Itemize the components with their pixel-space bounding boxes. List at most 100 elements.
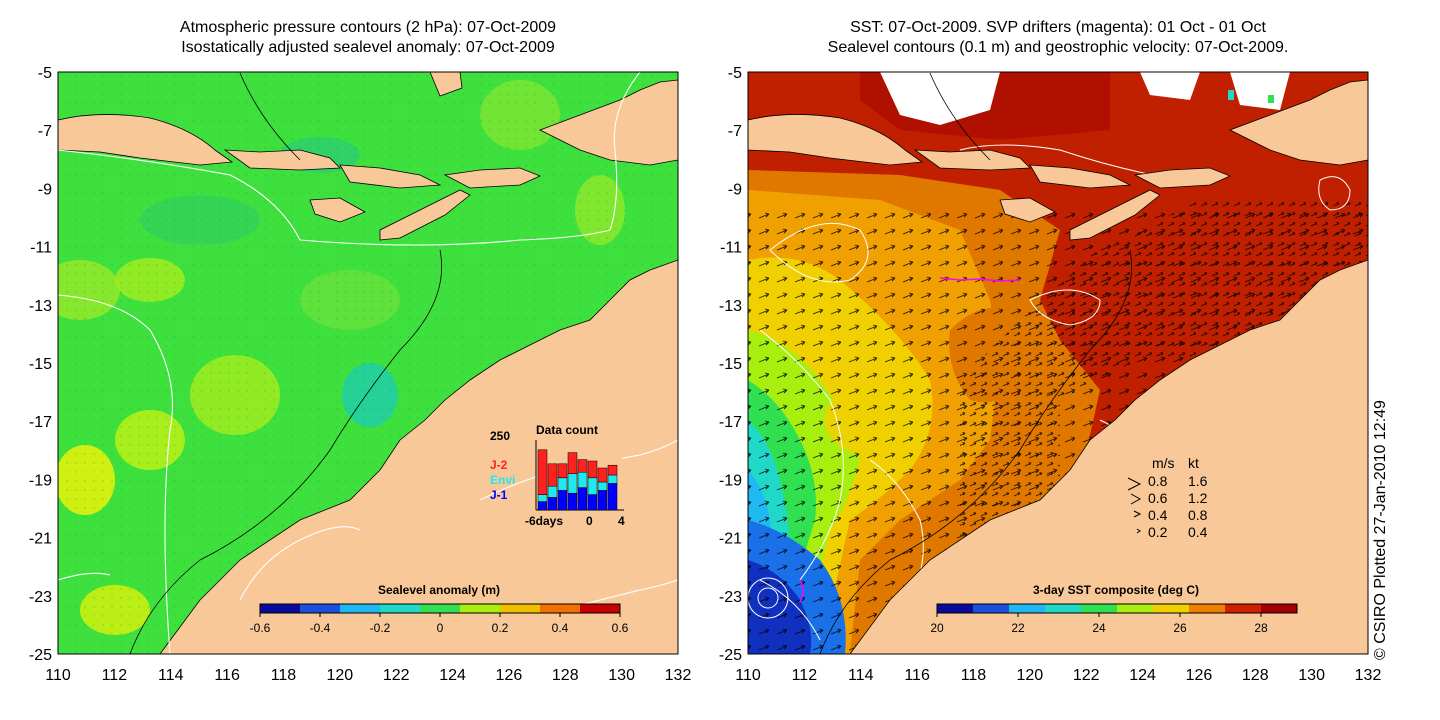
velocity-arrow-06 xyxy=(1130,493,1142,505)
inset-bar-j1 xyxy=(567,492,578,511)
right-map xyxy=(748,72,1368,654)
right-lon-label: 128 xyxy=(1242,667,1269,684)
left-lat-label: -21 xyxy=(29,531,52,548)
inset-x-tick-zero: 0 xyxy=(586,514,593,528)
right-lat-label: -9 xyxy=(728,181,742,198)
left-colorbar-cell xyxy=(380,604,421,613)
right-title-line-2: Sealevel contours (0.1 m) and geostrophi… xyxy=(827,39,1289,56)
left-map-frame xyxy=(57,71,679,655)
right-colorbar-cell xyxy=(1045,604,1082,613)
velocity-row-1-kt: 1.6 xyxy=(1188,473,1208,489)
right-colorbar-tick-label: 26 xyxy=(1173,621,1187,635)
right-colorbar-cell xyxy=(1117,604,1154,613)
left-lon-label: 118 xyxy=(271,667,297,684)
right-lon-label: 110 xyxy=(735,667,761,684)
inset-bar-j1 xyxy=(557,490,568,511)
left-lon-label: 128 xyxy=(552,667,579,684)
right-colorbar-cell xyxy=(1225,604,1262,613)
inset-bar-j1 xyxy=(577,487,588,511)
right-lon-label: 130 xyxy=(1298,667,1325,684)
left-colorbar-label: Sealevel anomaly (m) xyxy=(378,583,500,597)
data-count-inset: Data count 250 -6days 0 4 J-2 Envi J-1 xyxy=(490,423,625,528)
left-lon-label: 124 xyxy=(439,667,466,684)
left-lon-label: 116 xyxy=(214,667,240,684)
inset-bar-envi xyxy=(597,481,608,491)
right-colorbar-cell xyxy=(1153,604,1190,613)
velocity-row-4-ms: 0.2 xyxy=(1148,524,1168,540)
left-colorbar-cell xyxy=(340,604,381,613)
left-colorbar-cell xyxy=(580,604,621,613)
right-lat-label: -11 xyxy=(720,240,742,257)
legend-envi: Envi xyxy=(490,473,515,487)
velocity-row-2-ms: 0.6 xyxy=(1148,490,1168,506)
inset-bar-j1 xyxy=(597,490,608,511)
left-land xyxy=(58,72,678,654)
inset-bar-j2 xyxy=(537,449,548,495)
right-lat-label: -21 xyxy=(719,531,742,548)
legend-j1: J-1 xyxy=(490,488,508,502)
legend-j2: J-2 xyxy=(490,458,508,472)
geostrophic-velocity-arrows-dense xyxy=(960,200,1368,600)
inset-bar-j2 xyxy=(607,464,618,476)
left-lat-label: -19 xyxy=(29,472,52,489)
velocity-arrow-08 xyxy=(1127,477,1142,491)
inset-title: Data count xyxy=(536,423,598,437)
right-colorbar-tick-label: 24 xyxy=(1092,621,1106,635)
right-lon-label: 120 xyxy=(1016,667,1043,684)
inset-bar-j2 xyxy=(597,467,608,483)
right-lon-label: 116 xyxy=(904,667,930,684)
inset-bar-j2 xyxy=(567,452,578,474)
inset-x-tick-end: 4 xyxy=(618,514,625,528)
velocity-row-1-ms: 0.8 xyxy=(1148,473,1168,489)
velocity-row-2-kt: 1.2 xyxy=(1188,490,1208,506)
left-lon-label: 112 xyxy=(102,667,128,684)
left-colorbar-tick-label: 0.2 xyxy=(492,621,509,635)
right-lon-label: 112 xyxy=(792,667,818,684)
left-colorbar-tick-label: 0 xyxy=(437,621,444,635)
velocity-row-4-kt: 0.4 xyxy=(1188,524,1208,540)
velocity-legend-kt-header: kt xyxy=(1188,455,1199,471)
right-colorbar-tick-label: 28 xyxy=(1254,621,1268,635)
left-lat-label: -5 xyxy=(38,65,52,82)
svp-drifter-track xyxy=(939,277,1021,282)
right-lon-label: 122 xyxy=(1073,667,1100,684)
left-colorbar-cell xyxy=(540,604,581,613)
right-colorbar: 3-day SST composite (deg C) 20 22 24 26 28 xyxy=(930,583,1298,635)
left-lat-label: -15 xyxy=(29,356,52,373)
velocity-arrow-04 xyxy=(1133,510,1142,518)
left-colorbar: Sealevel anomaly (m) -0.6 -0.4 -0.2 0 0.2 0.4… xyxy=(250,583,629,635)
left-title-line-2: Isostatically adjusted sealevel anomaly:… xyxy=(181,39,555,56)
right-colorbar-cell xyxy=(1009,604,1046,613)
left-colorbar-tick-label: 0.4 xyxy=(552,621,569,635)
left-lat-label: -7 xyxy=(38,123,52,140)
left-colorbar-cell xyxy=(260,604,301,613)
left-lon-label: 114 xyxy=(158,667,184,684)
inset-bar-j1 xyxy=(547,497,558,511)
inset-bars xyxy=(537,449,618,511)
left-lon-label: 120 xyxy=(326,667,353,684)
inset-bar-envi xyxy=(567,473,578,494)
right-colorbar-label: 3-day SST composite (deg C) xyxy=(1033,583,1199,597)
inset-bar-j1 xyxy=(587,494,598,511)
left-colorbar-cell xyxy=(420,604,461,613)
right-lat-label: -13 xyxy=(719,298,742,315)
left-colorbar-cell xyxy=(300,604,341,613)
left-colorbar-cell xyxy=(460,604,501,613)
left-lon-label: 130 xyxy=(608,667,635,684)
inset-bar-envi xyxy=(547,485,558,498)
velocity-legend-ms-header: m/s xyxy=(1152,455,1175,471)
right-lat-label: -15 xyxy=(719,356,742,373)
inset-bar-j1 xyxy=(537,501,548,511)
left-lon-label: 122 xyxy=(383,667,410,684)
velocity-row-3-ms: 0.4 xyxy=(1148,507,1168,523)
left-title-line-1: Atmospheric pressure contours (2 hPa): 0… xyxy=(179,19,557,36)
left-colorbar-tick-label: -0.4 xyxy=(310,621,331,635)
right-colorbar-tick-label: 22 xyxy=(1011,621,1025,635)
right-lon-label: 114 xyxy=(848,667,874,684)
left-lat-label: -17 xyxy=(29,414,52,431)
right-colorbar-cell xyxy=(1081,604,1118,613)
left-bathymetry-contour xyxy=(129,72,443,654)
velocity-row-3-kt: 0.8 xyxy=(1188,507,1208,523)
inset-bar-envi xyxy=(607,474,618,484)
inset-y-max: 250 xyxy=(490,429,510,443)
